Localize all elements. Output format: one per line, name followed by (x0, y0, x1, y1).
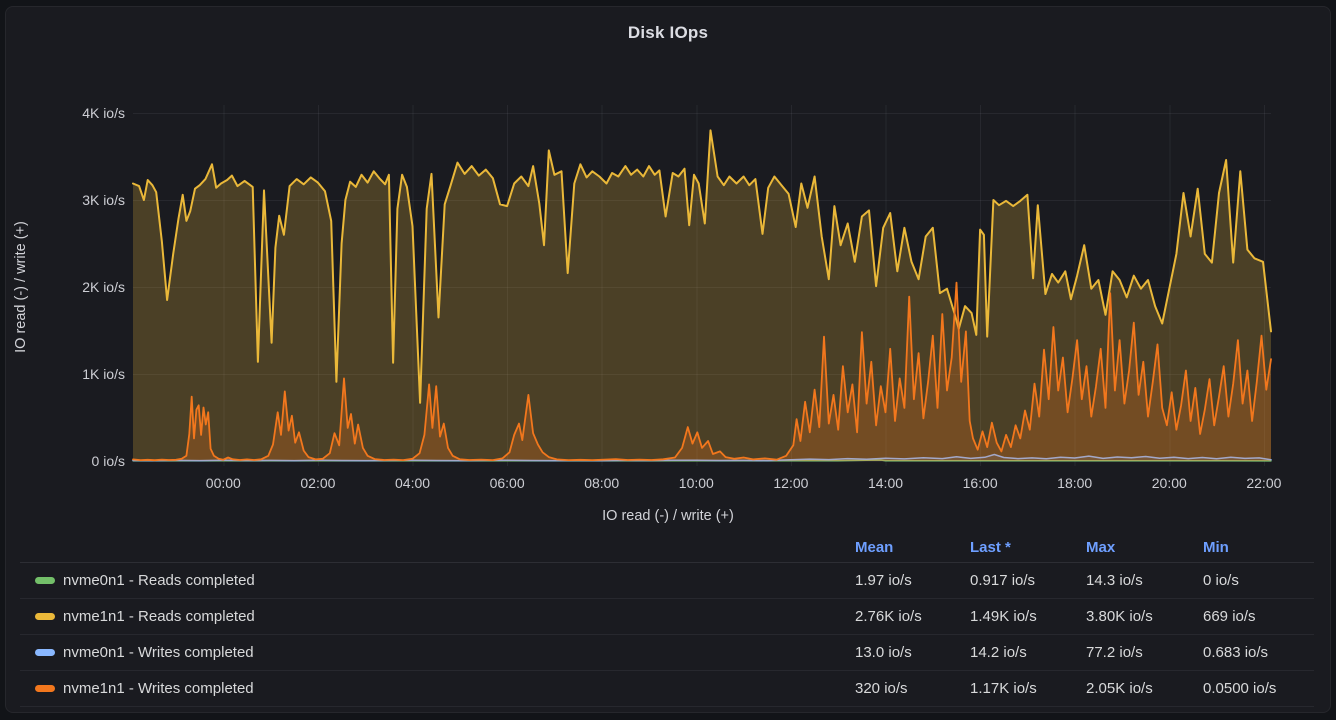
x-axis-title: IO read (-) / write (+) (602, 508, 734, 524)
legend-series-label: nvme1n1 - Writes completed (63, 680, 254, 697)
x-axis-tick-label: 02:00 (300, 475, 336, 491)
y-axis-tick-label: 4K io/s (82, 105, 125, 121)
legend-table: Mean Last * Max Min nvme0n1 - Reads comp… (20, 533, 1314, 707)
legend-sort-mean[interactable]: Mean (855, 539, 894, 556)
x-axis-tick-label: 14:00 (867, 475, 904, 491)
stat-min: 0 io/s (1203, 572, 1239, 589)
stat-max: 14.3 io/s (1086, 572, 1143, 589)
x-axis-tick-label: 22:00 (1246, 475, 1282, 491)
legend-sort-last[interactable]: Last * (970, 539, 1011, 556)
stat-min: 0.0500 io/s (1203, 680, 1277, 697)
y-axis-tick-label: 2K io/s (82, 279, 125, 295)
x-axis-tick-label: 12:00 (773, 475, 809, 491)
x-axis-tick-label: 10:00 (678, 475, 714, 491)
series-fill-nvme0n1-writes (133, 454, 1271, 461)
panel-surface (5, 6, 1331, 713)
legend-row-nvme1n1-reads: nvme1n1 - Reads completed 2.76K io/s 1.4… (20, 599, 1314, 635)
stat-last: 0.917 io/s (970, 572, 1036, 589)
stat-mean: 320 io/s (855, 680, 908, 697)
series-color-swatch (35, 613, 55, 620)
series-color-swatch (35, 649, 55, 656)
stat-last: 1.17K io/s (970, 680, 1037, 697)
x-axis-tick-label: 06:00 (489, 475, 525, 491)
x-axis-tick-label: 04:00 (395, 475, 431, 491)
series-color-swatch (35, 685, 55, 692)
series-color-swatch (35, 577, 55, 584)
stat-last: 1.49K io/s (970, 608, 1037, 625)
stat-mean: 1.97 io/s (855, 572, 912, 589)
x-axis-tick-label: 00:00 (205, 475, 241, 491)
stat-mean: 2.76K io/s (855, 608, 922, 625)
x-axis-tick-label: 08:00 (584, 475, 620, 491)
legend-sort-max[interactable]: Max (1086, 539, 1116, 556)
legend-header-row: Mean Last * Max Min (20, 533, 1314, 563)
y-axis-tick-label: 3K io/s (82, 192, 125, 208)
stat-last: 14.2 io/s (970, 644, 1027, 661)
legend-series-toggle[interactable]: nvme1n1 - Writes completed (20, 680, 855, 697)
stat-min: 669 io/s (1203, 608, 1256, 625)
legend-sort-min[interactable]: Min (1203, 539, 1229, 556)
panel-title[interactable]: Disk IOps (627, 23, 709, 42)
stat-min: 0.683 io/s (1203, 644, 1269, 661)
stat-mean: 13.0 io/s (855, 644, 912, 661)
x-axis-tick-label: 18:00 (1057, 475, 1093, 491)
x-axis-tick-label: 16:00 (962, 475, 998, 491)
y-axis-tick-label: 1K io/s (82, 366, 125, 382)
series-line-nvme1n1-reads (132, 129, 1272, 404)
series-fill-nvme1n1-reads (133, 130, 1271, 461)
series-fill-nvme1n1-writes (133, 282, 1271, 461)
stat-max: 77.2 io/s (1086, 644, 1143, 661)
legend-series-toggle[interactable]: nvme0n1 - Writes completed (20, 644, 855, 661)
stat-max: 2.05K io/s (1086, 680, 1153, 697)
stat-max: 3.80K io/s (1086, 608, 1153, 625)
legend-series-toggle[interactable]: nvme1n1 - Reads completed (20, 608, 855, 625)
y-axis-title: IO read (-) / write (+) (13, 221, 29, 353)
legend-series-label: nvme0n1 - Reads completed (63, 572, 255, 589)
legend-row-nvme1n1-writes: nvme1n1 - Writes completed 320 io/s 1.17… (20, 671, 1314, 707)
series-line-nvme1n1-writes (132, 281, 1272, 462)
x-axis-tick-label: 20:00 (1151, 475, 1187, 491)
iops-time-series-chart[interactable] (0, 0, 1336, 530)
legend-series-toggle[interactable]: nvme0n1 - Reads completed (20, 572, 855, 589)
y-axis-tick-label: 0 io/s (91, 453, 125, 469)
legend-row-nvme0n1-reads: nvme0n1 - Reads completed 1.97 io/s 0.91… (20, 563, 1314, 599)
series-line-nvme0n1-writes (132, 453, 1272, 462)
legend-series-label: nvme1n1 - Reads completed (63, 608, 255, 625)
legend-series-label: nvme0n1 - Writes completed (63, 644, 254, 661)
legend-row-nvme0n1-writes: nvme0n1 - Writes completed 13.0 io/s 14.… (20, 635, 1314, 671)
